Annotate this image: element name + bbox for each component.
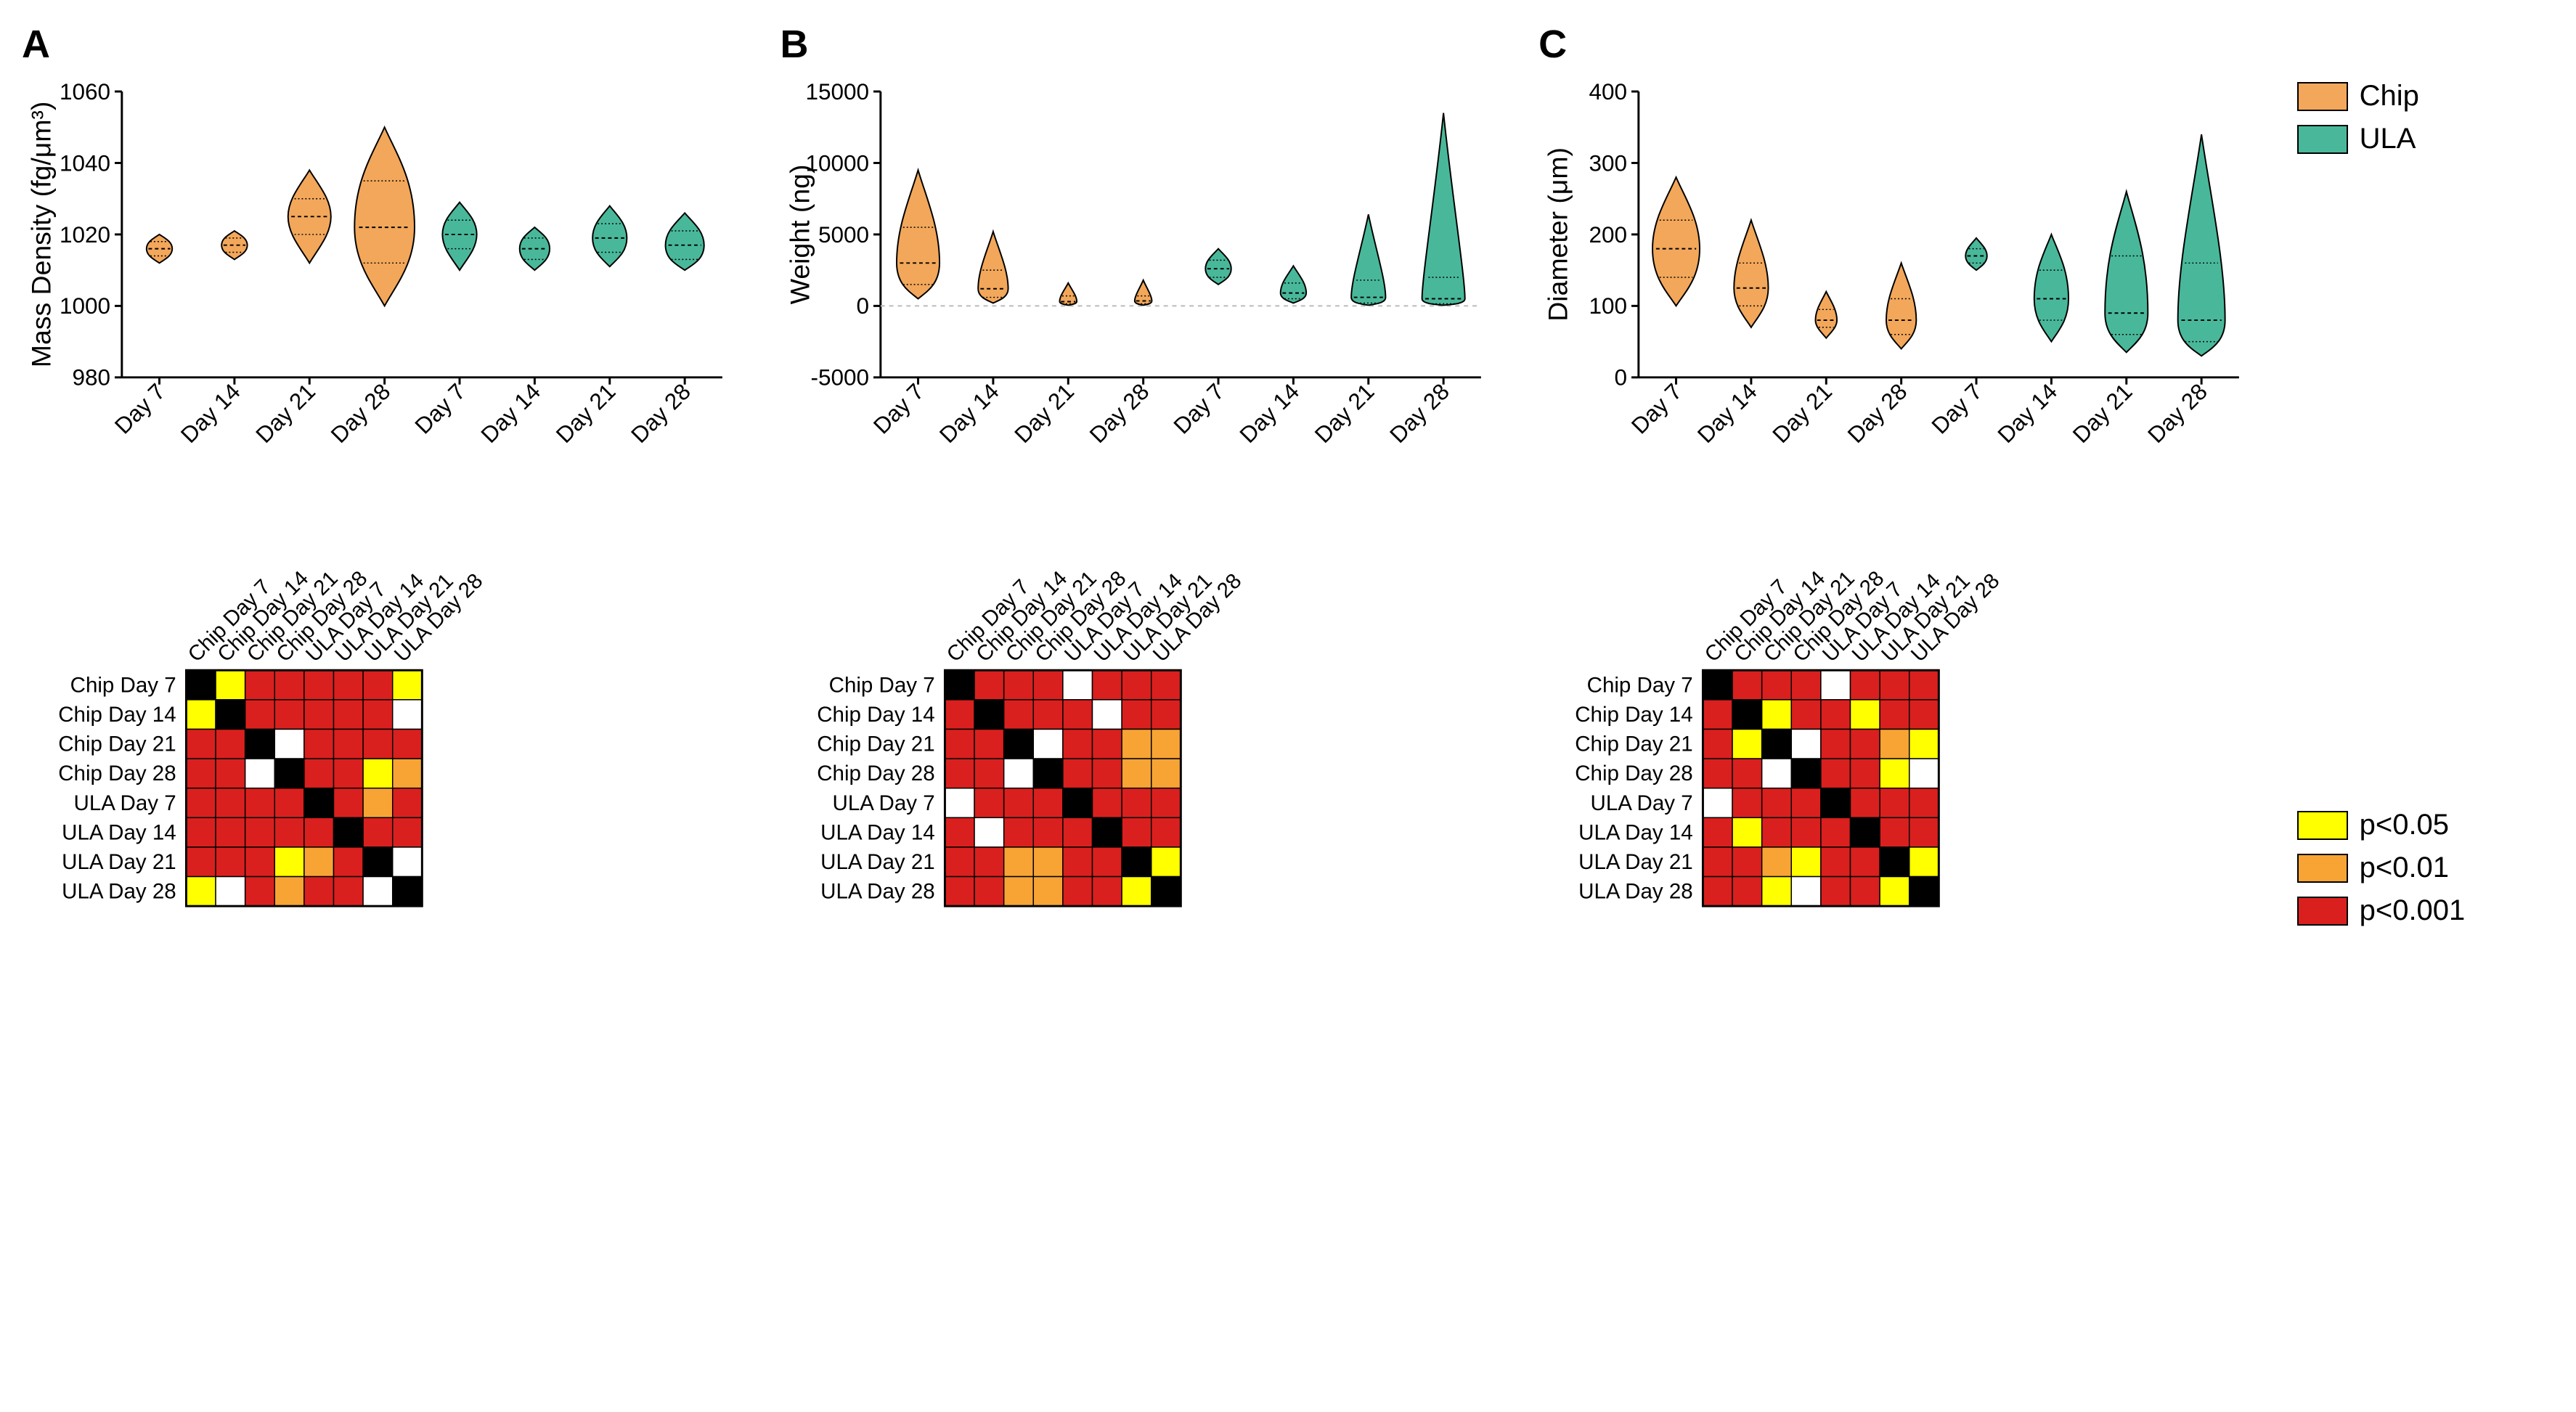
svg-text:200: 200: [1589, 221, 1628, 248]
svg-text:15000: 15000: [805, 78, 869, 105]
svg-text:Day 28: Day 28: [1384, 378, 1454, 448]
svg-text:Mass Density (fg/μm³): Mass Density (fg/μm³): [25, 102, 56, 368]
svg-text:Day 28: Day 28: [626, 378, 696, 448]
panel-a-label: A: [22, 22, 737, 67]
legend-swatch-p01: [2297, 854, 2348, 883]
svg-text:Chip Day 28: Chip Day 28: [1575, 762, 1692, 785]
panel-b: B -5000050001000015000Weight (ng)Day 7Da…: [780, 22, 1496, 916]
svg-text:Day 7: Day 7: [1626, 378, 1687, 439]
svg-text:Chip Day 14: Chip Day 14: [1575, 703, 1692, 727]
svg-text:980: 980: [73, 364, 111, 391]
svg-text:Day 21: Day 21: [1309, 378, 1379, 448]
svg-text:Day 21: Day 21: [1767, 378, 1837, 448]
svg-text:Diameter (μm): Diameter (μm): [1542, 147, 1573, 322]
svg-text:1020: 1020: [60, 221, 110, 248]
svg-text:0: 0: [1615, 364, 1628, 391]
svg-text:Chip Day 7: Chip Day 7: [828, 673, 934, 697]
svg-text:Chip Day 21: Chip Day 21: [817, 732, 934, 756]
svg-text:Day 28: Day 28: [2143, 378, 2212, 448]
legend-swatch-p05: [2297, 811, 2348, 840]
svg-text:Chip Day 28: Chip Day 28: [817, 762, 934, 785]
legend-swatch-ula: [2297, 125, 2348, 154]
legend-label-p05: p<0.05: [2360, 809, 2449, 841]
svg-text:Day 14: Day 14: [1992, 378, 2062, 448]
svg-text:Day 28: Day 28: [325, 378, 395, 448]
panel-c-label: C: [1538, 22, 2254, 67]
svg-text:Day 14: Day 14: [934, 378, 1003, 448]
legend-label-chip: Chip: [2360, 80, 2419, 113]
svg-text:Day 21: Day 21: [551, 378, 621, 448]
panel-c-violin-area: 0100200300400Diameter (μm)Day 7Day 14Day…: [1538, 74, 2254, 481]
svg-text:Day 28: Day 28: [1084, 378, 1154, 448]
legend-groups: Chip ULA: [2297, 80, 2554, 155]
legend-label-ula: ULA: [2360, 123, 2416, 155]
svg-text:ULA Day 28: ULA Day 28: [1578, 880, 1693, 904]
legend-label-p01: p<0.01: [2360, 852, 2449, 884]
svg-text:Chip Day 28: Chip Day 28: [58, 762, 176, 785]
svg-text:Day 7: Day 7: [110, 378, 171, 439]
legend-label-p001: p<0.001: [2360, 894, 2466, 927]
legend-item-p01: p<0.01: [2297, 852, 2554, 884]
svg-text:400: 400: [1589, 78, 1628, 105]
svg-text:ULA Day 14: ULA Day 14: [820, 820, 935, 844]
svg-text:ULA Day 14: ULA Day 14: [62, 820, 176, 844]
svg-text:1000: 1000: [60, 293, 110, 319]
svg-text:Chip Day 7: Chip Day 7: [1587, 673, 1693, 697]
svg-text:ULA Day 28: ULA Day 28: [820, 880, 935, 904]
svg-text:Chip Day 14: Chip Day 14: [58, 703, 176, 727]
panel-c: C 0100200300400Diameter (μm)Day 7Day 14D…: [1538, 22, 2254, 916]
svg-text:ULA Day 21: ULA Day 21: [62, 850, 176, 874]
panel-a-heatmap-area: Chip Day 7 Chip Day 14 Chip Day 21 Chip Day…: [22, 539, 737, 916]
svg-text:Day 21: Day 21: [1009, 378, 1079, 448]
legend-item-chip: Chip: [2297, 80, 2554, 113]
svg-text:Weight (ng): Weight (ng): [784, 165, 815, 305]
svg-text:Day 14: Day 14: [176, 378, 245, 448]
svg-text:Chip Day 21: Chip Day 21: [1575, 732, 1692, 756]
svg-text:Day 21: Day 21: [250, 378, 320, 448]
legend-item-p001: p<0.001: [2297, 894, 2554, 927]
svg-text:ULA Day 21: ULA Day 21: [1578, 850, 1693, 874]
svg-text:ULA Day 14: ULA Day 14: [1578, 820, 1693, 844]
panel-c-heatmap-area: Chip Day 7 Chip Day 14 Chip Day 21 Chip Day…: [1538, 539, 2254, 916]
panel-b-violin-area: -5000050001000015000Weight (ng)Day 7Day …: [780, 74, 1496, 481]
svg-text:1040: 1040: [60, 150, 110, 176]
svg-text:Day 14: Day 14: [1692, 378, 1762, 448]
panel-a-violin-area: 980 1000 1020 1040 1060Mass Density (fg/μm³)…: [22, 74, 737, 481]
legend-swatch-p001: [2297, 897, 2348, 926]
panel-b-label: B: [780, 22, 1496, 67]
svg-text:10000: 10000: [805, 150, 869, 176]
svg-text:Day 7: Day 7: [868, 378, 929, 439]
svg-text:ULA Day 28: ULA Day 28: [62, 880, 176, 904]
svg-text:Chip Day 21: Chip Day 21: [58, 732, 176, 756]
svg-text:300: 300: [1589, 150, 1628, 176]
svg-text:Chip Day 7: Chip Day 7: [70, 673, 176, 697]
svg-text:ULA Day 21: ULA Day 21: [820, 850, 935, 874]
svg-text:5000: 5000: [818, 221, 869, 248]
svg-text:Chip Day 14: Chip Day 14: [817, 703, 934, 727]
svg-text:Day 28: Day 28: [1842, 378, 1912, 448]
svg-text:ULA Day 7: ULA Day 7: [74, 791, 176, 815]
panel-a: A 980 1000 1020 1040 1060Mass Density (fg/μm…: [22, 22, 737, 916]
svg-text:0: 0: [856, 293, 869, 319]
svg-text:-5000: -5000: [810, 364, 869, 391]
svg-text:Day 14: Day 14: [1234, 378, 1304, 448]
svg-text:Day 7: Day 7: [409, 378, 470, 439]
legend-pvals: p<0.05 p<0.01 p<0.001: [2297, 809, 2554, 927]
svg-text:Day 21: Day 21: [2068, 378, 2137, 448]
legend-column: Chip ULA p<0.05 p<0.01 p<0.001: [2297, 22, 2554, 927]
legend-swatch-chip: [2297, 82, 2348, 111]
svg-text:Day 14: Day 14: [476, 378, 545, 448]
legend-item-ula: ULA: [2297, 123, 2554, 155]
panel-b-heatmap-area: Chip Day 7 Chip Day 14 Chip Day 21 Chip Day…: [780, 539, 1496, 916]
svg-text:ULA Day 7: ULA Day 7: [832, 791, 934, 815]
svg-text:Day 7: Day 7: [1926, 378, 1987, 439]
figure-container: A 9801000102010401060Mass Density (fg/μm…: [22, 22, 2554, 927]
legend-item-p05: p<0.05: [2297, 809, 2554, 841]
svg-text:Day 7: Day 7: [1168, 378, 1229, 439]
svg-text:ULA Day 7: ULA Day 7: [1591, 791, 1693, 815]
svg-text:1060: 1060: [60, 78, 110, 105]
svg-text:100: 100: [1589, 293, 1628, 319]
